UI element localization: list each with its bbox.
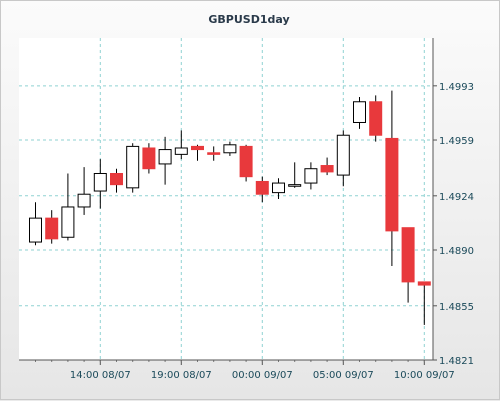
- x-tick-label: 19:00 08/07: [151, 370, 212, 381]
- candle-up: [158, 136, 172, 185]
- candle-down: [207, 146, 221, 161]
- candle-up: [304, 162, 318, 190]
- candle-up: [29, 202, 42, 246]
- candle-body: [158, 149, 172, 165]
- candle-down: [191, 144, 204, 161]
- candle-down: [417, 281, 431, 325]
- y-tick-label: 1.4821: [439, 356, 474, 367]
- candle-down: [142, 143, 156, 174]
- candle-body: [29, 217, 42, 243]
- y-axis-ticks: 1.4993 1.4959 1.4924 1.4890 1.4855 1.4821: [439, 82, 474, 367]
- candle-up: [288, 162, 302, 188]
- y-tick-label: 1.4993: [439, 82, 474, 93]
- candle-body: [174, 147, 188, 155]
- candle-body: [142, 147, 156, 170]
- candle-body: [255, 180, 269, 195]
- candle-down: [255, 176, 269, 203]
- y-tick-label: 1.4890: [439, 246, 474, 257]
- candle-body: [336, 134, 350, 176]
- candle-down: [385, 90, 399, 266]
- x-tick-label: 00:00 09/07: [232, 370, 293, 381]
- candle-up: [126, 143, 140, 193]
- candle-up: [61, 173, 75, 241]
- candle-up: [174, 130, 188, 160]
- candle-body: [93, 172, 107, 192]
- candle-body: [61, 206, 75, 238]
- candle-down: [239, 144, 253, 182]
- candle-body: [77, 193, 91, 208]
- candle-body: [385, 137, 399, 232]
- candle-body: [417, 281, 431, 286]
- axes: [19, 38, 437, 365]
- candle-body: [191, 145, 204, 151]
- candle-down: [45, 210, 59, 244]
- y-tick-label: 1.4959: [439, 136, 474, 147]
- x-tick-label: 14:00 08/07: [70, 370, 131, 381]
- candle-body: [320, 165, 334, 173]
- candle-up: [272, 178, 285, 199]
- candle-body: [207, 152, 221, 155]
- candle-down: [401, 227, 415, 303]
- candle-body: [401, 227, 415, 283]
- candle-body: [126, 145, 140, 189]
- candle-body: [223, 144, 237, 154]
- x-tick-label: 10:00 09/07: [394, 370, 455, 381]
- candle-up: [353, 96, 366, 129]
- candle-body: [369, 101, 383, 136]
- candle-up: [77, 167, 91, 215]
- candle-down: [110, 168, 123, 193]
- candle-body: [288, 184, 302, 187]
- candle-body: [45, 217, 59, 240]
- candles: [29, 90, 431, 325]
- candle-body: [239, 145, 253, 178]
- candle-up: [223, 141, 237, 156]
- candle-body: [353, 101, 366, 123]
- y-tick-label: 1.4855: [439, 302, 474, 313]
- candle-body: [272, 182, 285, 194]
- candle-body: [110, 172, 123, 186]
- candle-up: [336, 130, 350, 187]
- candle-down: [369, 95, 383, 142]
- y-tick-label: 1.4924: [439, 192, 474, 203]
- candle-down: [320, 157, 334, 176]
- x-tick-label: 05:00 09/07: [313, 370, 374, 381]
- chart-title: GBPUSD1day: [208, 13, 289, 26]
- candle-body: [304, 168, 318, 184]
- candle-up: [93, 159, 107, 209]
- x-axis-ticks: 14:00 08/07 19:00 08/07 00:00 09/07 05:00 0…: [70, 370, 455, 381]
